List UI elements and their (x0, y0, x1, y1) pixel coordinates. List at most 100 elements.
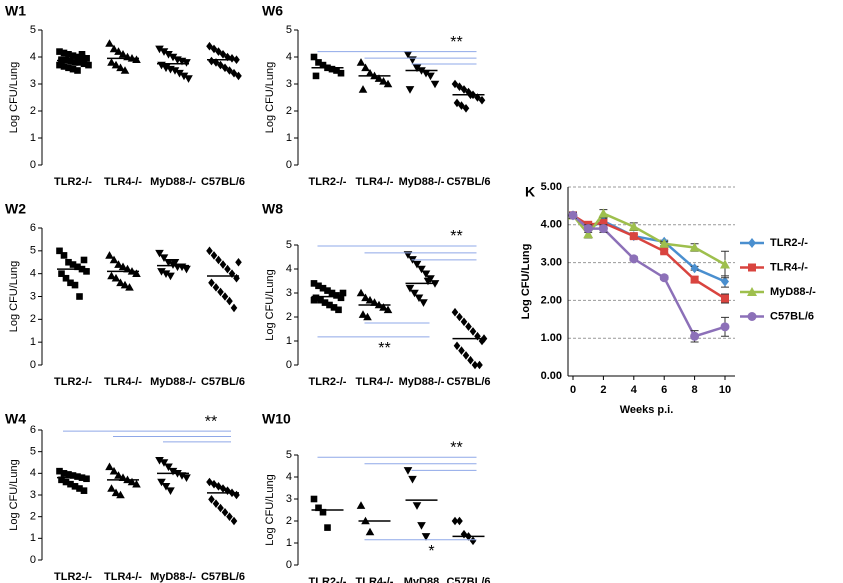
y-tick-label: 3 (30, 489, 36, 501)
legend-label: TLR2-/- (770, 237, 808, 249)
data-point (132, 479, 141, 488)
data-point (159, 459, 169, 467)
data-point (168, 467, 178, 476)
data-point (720, 259, 730, 269)
data-point (421, 270, 431, 279)
data-point (456, 312, 463, 322)
y-tick-label: 4 (286, 51, 292, 63)
data-point (105, 39, 114, 47)
data-point (224, 264, 231, 274)
data-point (69, 472, 77, 479)
legend-marker (747, 287, 757, 296)
data-point (208, 495, 215, 504)
data-point (358, 85, 368, 93)
data-point (161, 483, 171, 491)
data-point (107, 484, 116, 492)
data-point (379, 303, 388, 311)
data-point (465, 322, 472, 331)
data-point (228, 269, 236, 278)
data-point (114, 47, 123, 55)
y-tick-label: 0 (286, 559, 292, 571)
data-point (356, 501, 366, 509)
data-point (310, 280, 318, 287)
data-point (182, 59, 191, 67)
data-point (118, 262, 128, 271)
data-point (365, 68, 375, 77)
data-point (312, 72, 320, 80)
panel-title: W10 (262, 411, 291, 427)
data-point (315, 282, 322, 290)
data-point (628, 221, 639, 231)
y-tick-label: 5 (30, 245, 36, 257)
data-point (155, 45, 164, 54)
data-point (184, 75, 193, 83)
data-point (356, 58, 366, 66)
data-point (379, 77, 388, 85)
y-tick-label: 4.00 (541, 219, 562, 231)
data-point (155, 249, 164, 258)
x-tick-label: 0 (570, 384, 576, 396)
data-point (116, 490, 125, 499)
data-point (107, 271, 116, 280)
y-tick-label: 2 (30, 511, 36, 523)
y-tick-label: 2 (286, 515, 292, 527)
data-point (107, 58, 116, 66)
data-point (458, 346, 465, 355)
data-point (58, 476, 65, 484)
data-point (451, 307, 459, 317)
x-tick-label: MyD88 (404, 576, 439, 583)
data-point (230, 303, 238, 313)
x-axis-label: Weeks p.i. (620, 404, 674, 416)
data-point (317, 296, 324, 304)
data-point (412, 260, 422, 269)
data-point (319, 284, 327, 292)
data-point (80, 487, 88, 494)
x-tick-label: MyD88-/- (150, 176, 196, 188)
data-point (419, 299, 428, 307)
data-point (426, 72, 435, 81)
data-point (598, 224, 608, 234)
data-point (208, 278, 215, 288)
x-tick-label: TLR2-/- (54, 571, 92, 583)
data-point (69, 261, 77, 268)
x-tick-label: MyD88-/- (150, 376, 196, 388)
panel-title: K (525, 184, 535, 200)
data-point (321, 299, 329, 306)
y-tick-label: 4 (286, 263, 292, 275)
x-tick-label: 4 (631, 384, 638, 396)
data-point (71, 483, 79, 490)
data-point (583, 224, 593, 234)
x-tick-label: TLR4-/- (356, 576, 394, 583)
data-point (370, 298, 379, 306)
data-point (56, 247, 63, 255)
data-point (118, 473, 128, 481)
data-point (127, 477, 137, 486)
y-axis-label: Log CFU/Lung (520, 244, 532, 320)
data-point (228, 54, 236, 63)
data-point (330, 304, 338, 311)
data-point (109, 44, 119, 53)
y-tick-label: 4 (30, 268, 36, 280)
x-tick-label: TLR4-/- (356, 376, 394, 388)
legend-label: TLR4-/- (770, 261, 808, 273)
data-point (161, 270, 171, 278)
y-tick-label: 0 (286, 359, 292, 371)
y-tick-label: 0.00 (541, 370, 562, 382)
y-tick-label: 0 (30, 159, 36, 171)
data-point (71, 281, 79, 289)
data-point (460, 317, 468, 327)
legend-label: MyD88-/- (770, 286, 816, 298)
data-point (365, 527, 375, 536)
data-point (659, 238, 670, 248)
data-point (423, 277, 433, 286)
x-tick-label: TLR2-/- (309, 376, 347, 388)
legend-marker (747, 312, 757, 321)
data-point (410, 289, 419, 298)
data-point (456, 516, 463, 526)
data-point (469, 536, 477, 546)
data-point (629, 254, 639, 264)
data-point (170, 258, 180, 267)
data-point (408, 475, 417, 484)
data-point (74, 263, 81, 271)
data-point (83, 268, 90, 275)
